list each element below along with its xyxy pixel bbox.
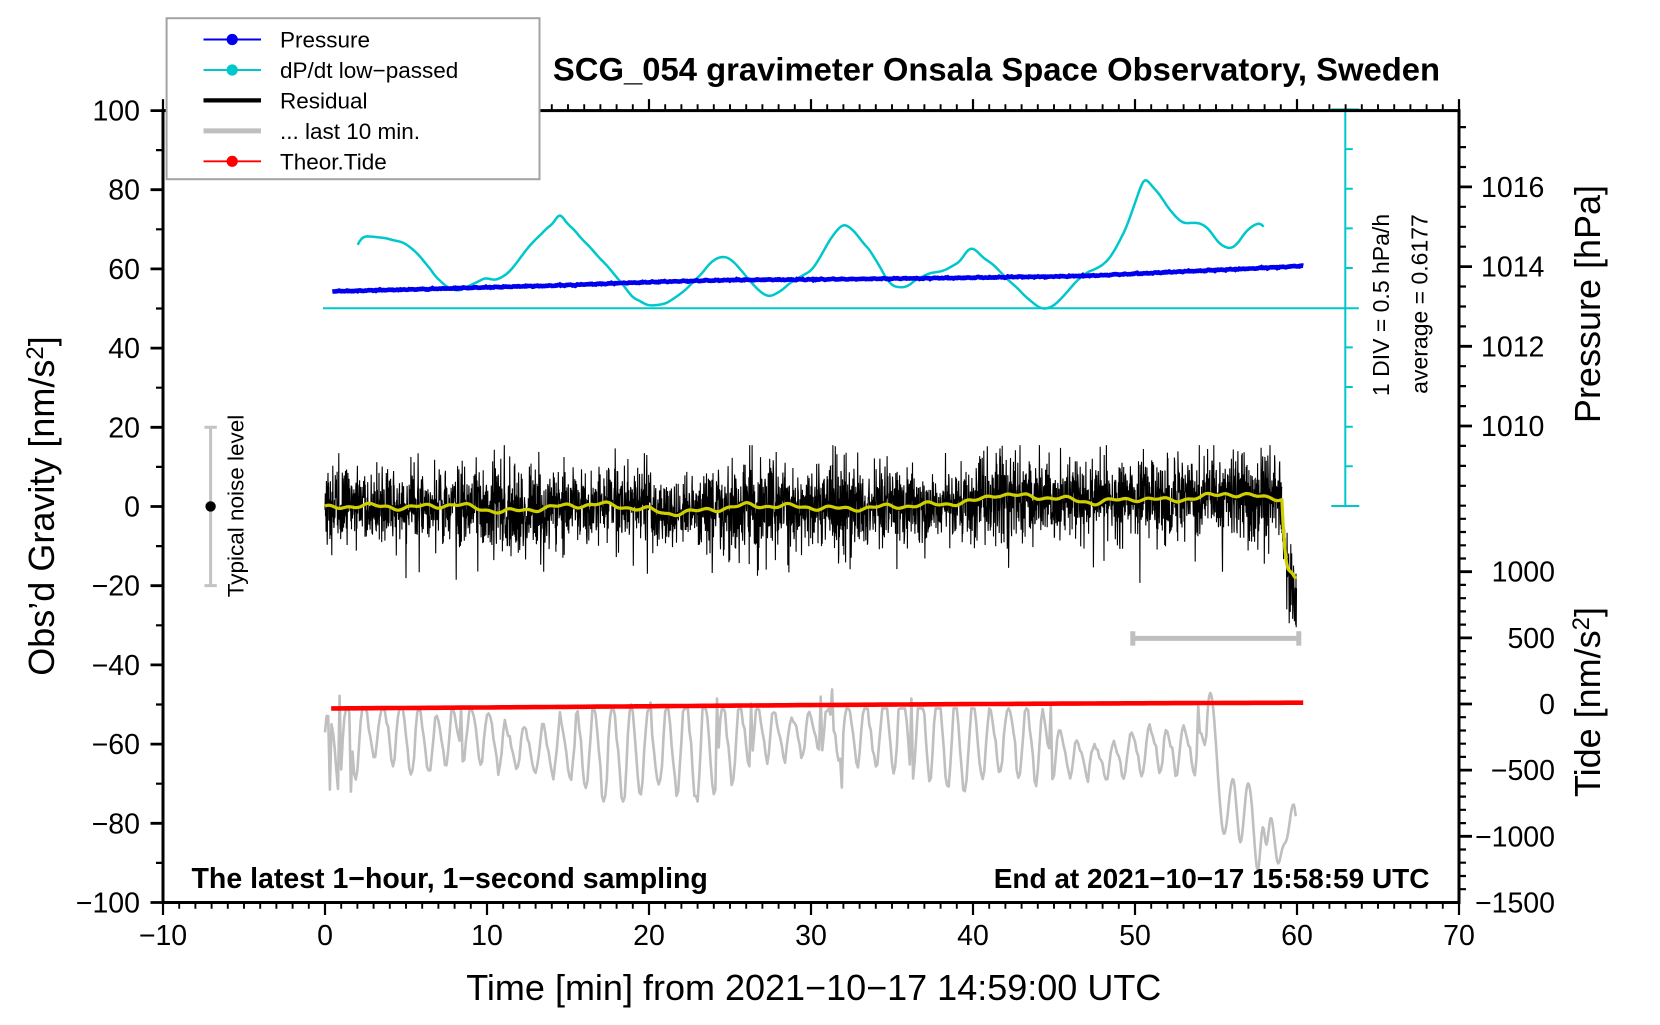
svg-text:SCG_054 gravimeter Onsala Spac: SCG_054 gravimeter Onsala Space Observat… [553,51,1440,88]
svg-text:0: 0 [124,492,140,524]
svg-text:−100: −100 [76,888,140,920]
svg-text:80: 80 [108,175,140,207]
svg-text:−1000: −1000 [1475,821,1555,853]
svg-text:1 DIV = 0.5 hPa/h: 1 DIV = 0.5 hPa/h [1368,214,1394,396]
svg-text:60: 60 [108,254,140,286]
svg-text:1000: 1000 [1492,557,1555,589]
svg-text:50: 50 [1119,920,1151,952]
svg-text:Obs’d Gravity [nm/s2]: Obs’d Gravity [nm/s2] [21,336,62,675]
svg-text:dP/dt low−passed: dP/dt low−passed [280,58,458,83]
svg-text:−20: −20 [92,571,140,603]
svg-text:Residual: Residual [280,88,368,113]
svg-text:1016: 1016 [1481,172,1544,204]
svg-text:1012: 1012 [1481,331,1544,363]
svg-text:−10: −10 [139,920,187,952]
svg-text:−1500: −1500 [1475,887,1555,919]
svg-text:10: 10 [471,920,503,952]
svg-text:100: 100 [92,96,140,128]
svg-text:Tide [nm/s2]: Tide [nm/s2] [1567,607,1608,797]
svg-text:1014: 1014 [1481,252,1545,284]
svg-text:−500: −500 [1491,755,1555,787]
svg-text:... last 10 min.: ... last 10 min. [280,119,420,144]
svg-text:0: 0 [317,920,333,952]
svg-text:Typical noise level: Typical noise level [224,415,249,598]
svg-text:average = 0.6177: average = 0.6177 [1407,214,1433,394]
svg-text:0: 0 [1539,689,1555,721]
svg-text:500: 500 [1507,623,1555,655]
svg-text:End at 2021−10−17 15:58:59 UTC: End at 2021−10−17 15:58:59 UTC [994,863,1430,894]
svg-text:−60: −60 [92,729,140,761]
svg-text:60: 60 [1281,920,1313,952]
svg-text:20: 20 [633,920,665,952]
svg-text:The latest 1−hour, 1−second sa: The latest 1−hour, 1−second sampling [192,863,708,895]
svg-text:−80: −80 [92,808,140,840]
svg-text:Theor.Tide: Theor.Tide [280,149,387,174]
svg-text:20: 20 [108,412,140,444]
svg-text:Time [min] from 2021−10−17 14:: Time [min] from 2021−10−17 14:59:00 UTC [466,967,1161,1008]
svg-text:1010: 1010 [1481,411,1544,443]
svg-text:−40: −40 [92,650,140,682]
svg-text:Pressure: Pressure [280,28,370,53]
svg-text:70: 70 [1443,920,1475,952]
svg-text:Pressure [hPa]: Pressure [hPa] [1567,185,1608,423]
svg-text:40: 40 [957,920,989,952]
svg-text:40: 40 [108,333,140,365]
svg-text:30: 30 [795,920,827,952]
